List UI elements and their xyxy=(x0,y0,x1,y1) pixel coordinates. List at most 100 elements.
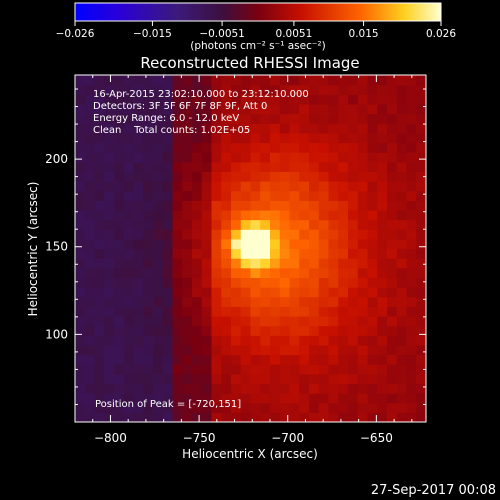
heatmap-pixel xyxy=(367,123,378,134)
heatmap-pixel xyxy=(94,209,105,221)
heatmap-pixel xyxy=(133,171,144,182)
heatmap-pixel xyxy=(162,219,174,230)
heatmap-pixel xyxy=(318,181,330,192)
heatmap-pixel xyxy=(357,238,369,250)
heatmap-pixel xyxy=(133,132,144,144)
heatmap-pixel xyxy=(94,296,105,307)
heatmap-pixel xyxy=(367,267,378,279)
heatmap-pixel xyxy=(75,402,86,413)
heatmap-pixel xyxy=(192,229,203,240)
heatmap-pixel xyxy=(231,219,242,230)
heatmap-pixel xyxy=(328,123,339,134)
heatmap-pixel xyxy=(201,132,213,144)
heatmap-pixel xyxy=(75,132,86,144)
heatmap-pixel xyxy=(377,229,388,240)
heatmap-pixel xyxy=(309,258,320,269)
heatmap-pixel xyxy=(338,296,349,307)
heatmap-pixel xyxy=(114,344,125,356)
heatmap-pixel xyxy=(182,238,193,250)
heatmap-pixel xyxy=(75,152,86,163)
heatmap-pixel xyxy=(153,123,164,134)
heatmap-pixel xyxy=(231,325,242,336)
heatmap-pixel xyxy=(84,181,96,192)
heatmap-pixel xyxy=(114,132,125,144)
heatmap-pixel xyxy=(396,200,408,211)
heatmap-pixel xyxy=(348,402,359,413)
heatmap-pixel xyxy=(377,238,388,250)
heatmap-pixel xyxy=(338,229,349,240)
heatmap-pixel xyxy=(221,277,232,288)
heatmap-pixel xyxy=(396,354,408,365)
heatmap-pixel xyxy=(182,344,193,356)
heatmap-pixel xyxy=(260,267,271,279)
heatmap-pixel xyxy=(396,412,408,422)
heatmap-pixel xyxy=(123,94,135,105)
heatmap-pixel xyxy=(309,287,320,298)
heatmap-pixel xyxy=(270,296,281,307)
heatmap-pixel xyxy=(133,325,144,336)
heatmap-pixel xyxy=(192,393,203,404)
heatmap-pixel xyxy=(416,393,426,404)
heatmap-pixel xyxy=(172,277,183,288)
heatmap-pixel xyxy=(357,103,369,115)
heatmap-pixel xyxy=(250,181,261,192)
heatmap-pixel xyxy=(396,75,408,86)
heatmap-pixel xyxy=(192,209,203,221)
heatmap-pixel xyxy=(309,412,320,422)
heatmap-pixel xyxy=(201,412,213,422)
heatmap-pixel xyxy=(123,229,135,240)
heatmap-pixel xyxy=(289,123,300,134)
heatmap-pixel xyxy=(260,103,271,115)
heatmap-pixel xyxy=(250,84,261,95)
heatmap-pixel xyxy=(192,142,203,153)
heatmap-pixel xyxy=(367,238,378,250)
heatmap-pixel xyxy=(104,171,115,182)
heatmap-pixel xyxy=(104,258,115,269)
heatmap-pixel xyxy=(240,238,252,250)
heatmap-pixel xyxy=(104,344,115,356)
heatmap-pixel xyxy=(192,123,203,134)
heatmap-pixel xyxy=(377,267,388,279)
heatmap-pixel xyxy=(250,200,261,211)
heatmap-pixel xyxy=(153,190,164,201)
heatmap-pixel xyxy=(357,75,369,86)
heatmap-pixel xyxy=(367,219,378,230)
heatmap-pixel xyxy=(377,335,388,346)
heatmap-pixel xyxy=(250,209,261,221)
heatmap-pixel xyxy=(172,142,183,153)
heatmap-pixel xyxy=(221,412,232,422)
heatmap-pixel xyxy=(172,171,183,182)
heatmap-pixel xyxy=(348,344,359,356)
heatmap-pixel xyxy=(396,393,408,404)
heatmap-pixel xyxy=(357,181,369,192)
heatmap-pixel xyxy=(416,113,426,124)
heatmap-pixel xyxy=(338,335,349,346)
heatmap-pixel xyxy=(143,344,154,356)
heatmap-pixel xyxy=(318,200,330,211)
heatmap-pixel xyxy=(114,364,125,375)
heatmap-pixel xyxy=(338,84,349,95)
heatmap-pixel xyxy=(406,113,417,124)
heatmap-pixel xyxy=(309,84,320,95)
heatmap-pixel xyxy=(240,296,252,307)
heatmap-pixel xyxy=(328,142,339,153)
heatmap-pixel xyxy=(279,383,291,394)
heatmap-pixel xyxy=(75,161,86,172)
heatmap-pixel xyxy=(84,229,96,240)
heatmap-pixel xyxy=(192,277,203,288)
heatmap-pixel xyxy=(279,200,291,211)
heatmap-pixel xyxy=(348,142,359,153)
heatmap-pixel xyxy=(211,383,222,394)
heatmap-pixel xyxy=(123,171,135,182)
heatmap-pixel xyxy=(114,103,125,115)
heatmap-pixel xyxy=(94,142,105,153)
heatmap-pixel xyxy=(367,364,378,375)
heatmap-pixel xyxy=(260,402,271,413)
heatmap-pixel xyxy=(123,335,135,346)
heatmap-pixel xyxy=(143,94,154,105)
heatmap-pixel xyxy=(270,344,281,356)
heatmap-pixel xyxy=(279,364,291,375)
heatmap-pixel xyxy=(201,229,213,240)
heatmap-pixel xyxy=(221,171,232,182)
heatmap-pixel xyxy=(270,94,281,105)
